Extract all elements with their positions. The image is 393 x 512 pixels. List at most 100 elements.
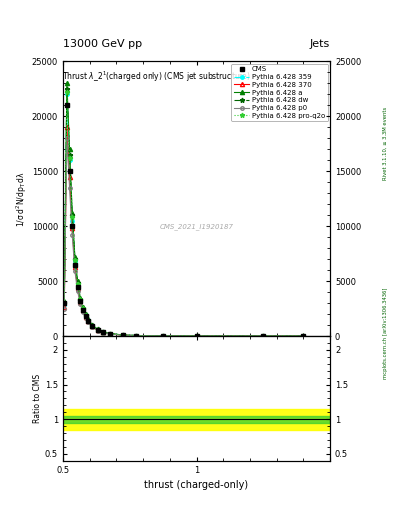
Pythia 6.428 pro-q2o: [70, 215, 75, 221]
Pythia 6.428 dw: [67, 152, 72, 158]
Pythia 6.428 p0: [83, 315, 88, 321]
Pythia 6.428 p0: [70, 232, 75, 238]
Pythia 6.428 a: [73, 254, 77, 260]
Pythia 6.428 p0: [81, 309, 85, 315]
Pythia 6.428 370: [107, 331, 112, 337]
Pythia 6.428 359: [121, 332, 125, 338]
Line: Pythia 6.428 370: Pythia 6.428 370: [62, 125, 305, 338]
Pythia 6.428 370: [101, 329, 105, 335]
CMS: [161, 333, 165, 339]
Pythia 6.428 a: [121, 332, 125, 338]
CMS: [101, 329, 105, 335]
Pythia 6.428 359: [81, 306, 85, 312]
Pythia 6.428 pro-q2o: [78, 296, 83, 302]
Line: CMS: CMS: [62, 103, 305, 338]
Pythia 6.428 p0: [261, 333, 266, 339]
Pythia 6.428 359: [95, 327, 100, 333]
Pythia 6.428 dw: [101, 329, 105, 335]
Pythia 6.428 dw: [78, 295, 83, 302]
Pythia 6.428 a: [134, 332, 139, 338]
CMS: [301, 333, 306, 339]
Pythia 6.428 p0: [86, 319, 91, 325]
Pythia 6.428 p0: [62, 306, 66, 312]
Pythia 6.428 p0: [161, 333, 165, 339]
Pythia 6.428 p0: [64, 135, 69, 141]
Y-axis label: $\mathrm{1/\sigma\,d^2N/dp_T\,d\lambda}$: $\mathrm{1/\sigma\,d^2N/dp_T\,d\lambda}$: [15, 170, 29, 227]
Pythia 6.428 dw: [90, 322, 95, 328]
Pythia 6.428 a: [81, 304, 85, 310]
Line: Pythia 6.428 359: Pythia 6.428 359: [62, 93, 305, 338]
Pythia 6.428 pro-q2o: [75, 281, 80, 287]
Pythia 6.428 370: [161, 333, 165, 339]
Line: Pythia 6.428 pro-q2o: Pythia 6.428 pro-q2o: [62, 90, 306, 338]
Text: Rivet 3.1.10, ≥ 3.3M events: Rivet 3.1.10, ≥ 3.3M events: [383, 106, 387, 180]
CMS: [73, 262, 77, 268]
Pythia 6.428 a: [301, 333, 306, 339]
Pythia 6.428 a: [95, 326, 100, 332]
Text: CMS_2021_I1920187: CMS_2021_I1920187: [160, 223, 233, 229]
CMS: [121, 332, 125, 338]
Pythia 6.428 359: [73, 258, 77, 264]
CMS: [70, 223, 75, 229]
Pythia 6.428 359: [161, 333, 165, 339]
Pythia 6.428 359: [78, 296, 83, 303]
Pythia 6.428 370: [194, 333, 199, 339]
Pythia 6.428 a: [107, 330, 112, 336]
Pythia 6.428 p0: [90, 324, 95, 330]
Pythia 6.428 p0: [134, 332, 139, 338]
Pythia 6.428 370: [121, 332, 125, 338]
Pythia 6.428 pro-q2o: [67, 155, 72, 161]
Pythia 6.428 370: [64, 124, 69, 131]
Pythia 6.428 p0: [107, 331, 112, 337]
Pythia 6.428 370: [67, 174, 72, 180]
Text: 13000 GeV pp: 13000 GeV pp: [63, 38, 142, 49]
Pythia 6.428 a: [161, 333, 165, 339]
Pythia 6.428 pro-q2o: [261, 333, 266, 339]
CMS: [261, 333, 266, 339]
Pythia 6.428 370: [90, 324, 95, 330]
Pythia 6.428 359: [67, 157, 72, 163]
Pythia 6.428 359: [86, 317, 91, 323]
Pythia 6.428 dw: [95, 326, 100, 332]
Pythia 6.428 pro-q2o: [301, 333, 306, 339]
CMS: [64, 102, 69, 109]
Pythia 6.428 pro-q2o: [101, 329, 105, 335]
Pythia 6.428 a: [75, 278, 80, 284]
Pythia 6.428 p0: [73, 268, 77, 274]
Pythia 6.428 370: [301, 333, 306, 339]
Pythia 6.428 359: [83, 312, 88, 318]
Pythia 6.428 p0: [301, 333, 306, 339]
Pythia 6.428 a: [194, 333, 199, 339]
Pythia 6.428 359: [70, 218, 75, 224]
Pythia 6.428 dw: [73, 256, 77, 262]
Pythia 6.428 370: [134, 332, 139, 338]
Pythia 6.428 pro-q2o: [194, 333, 199, 339]
Pythia 6.428 370: [86, 318, 91, 324]
CMS: [86, 317, 91, 324]
Pythia 6.428 370: [70, 225, 75, 231]
Pythia 6.428 p0: [101, 329, 105, 335]
Pythia 6.428 370: [81, 307, 85, 313]
Pythia 6.428 dw: [62, 299, 66, 305]
Pythia 6.428 pro-q2o: [161, 333, 165, 339]
Pythia 6.428 370: [62, 304, 66, 310]
Pythia 6.428 359: [301, 333, 306, 339]
Pythia 6.428 a: [83, 311, 88, 317]
CMS: [194, 333, 199, 339]
Pythia 6.428 p0: [95, 328, 100, 334]
Pythia 6.428 359: [194, 333, 199, 339]
Pythia 6.428 359: [75, 281, 80, 287]
Pythia 6.428 370: [83, 314, 88, 320]
Pythia 6.428 dw: [161, 333, 165, 339]
Pythia 6.428 dw: [301, 333, 306, 339]
Pythia 6.428 a: [86, 316, 91, 322]
Pythia 6.428 p0: [121, 332, 125, 338]
Pythia 6.428 370: [75, 285, 80, 291]
Pythia 6.428 pro-q2o: [86, 317, 91, 323]
Pythia 6.428 a: [70, 210, 75, 216]
Legend: CMS, Pythia 6.428 359, Pythia 6.428 370, Pythia 6.428 a, Pythia 6.428 dw, Pythia: CMS, Pythia 6.428 359, Pythia 6.428 370,…: [231, 63, 328, 121]
Pythia 6.428 pro-q2o: [64, 89, 69, 95]
Pythia 6.428 dw: [107, 331, 112, 337]
Pythia 6.428 dw: [121, 332, 125, 338]
Pythia 6.428 359: [261, 333, 266, 339]
